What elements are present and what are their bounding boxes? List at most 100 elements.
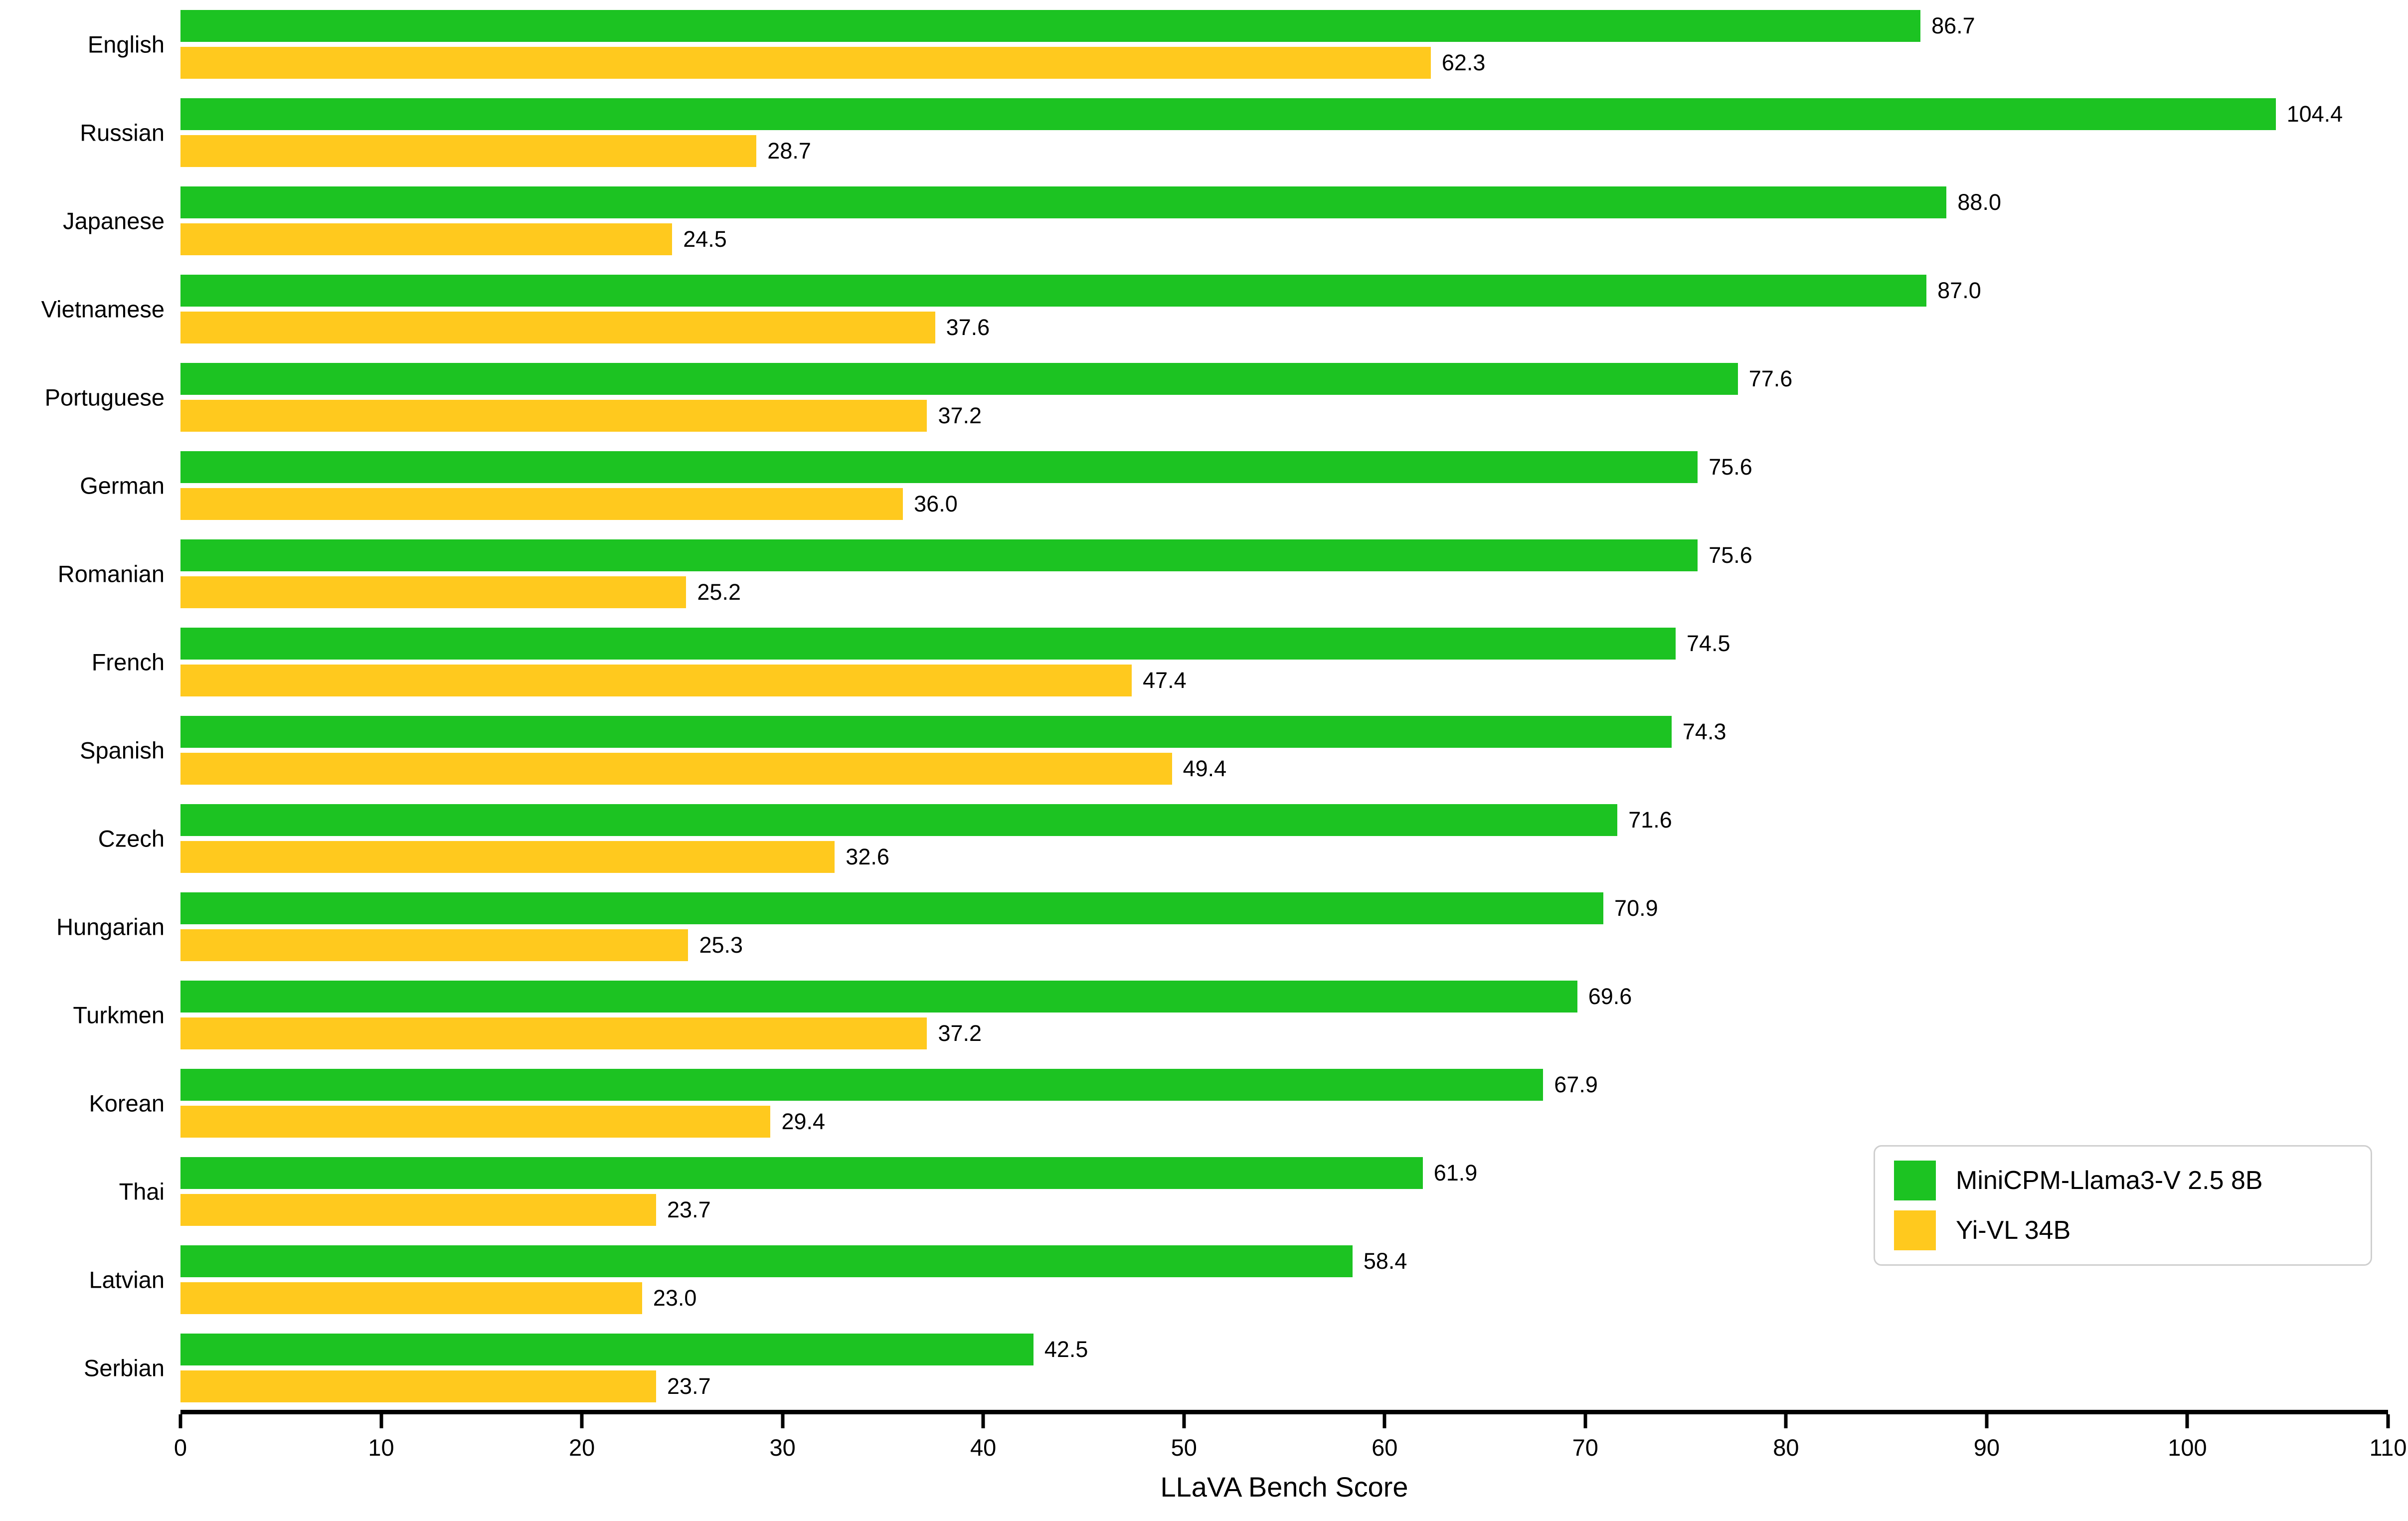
bar-value-label: 29.4 [781,1109,826,1134]
category-row: Hungarian 70.9 25.3 [56,882,2388,971]
bar [180,892,1604,924]
bar-value-label: 25.3 [699,932,743,958]
bar-value-label: 104.4 [2286,101,2343,127]
category-label: Portuguese [44,384,165,410]
bar-line: 37.6 [180,311,2388,343]
x-tick-label: 80 [1773,1434,1799,1461]
x-tick [2386,1414,2390,1428]
bar-value-label: 49.4 [1183,756,1227,781]
bar-line: 74.5 [180,627,2388,660]
bar-line: 71.6 [180,804,2388,836]
x-tick [379,1414,383,1428]
category-row: Russian 104.4 28.7 [80,88,2388,176]
category-row: Czech 71.6 32.6 [98,794,2388,882]
bar-line: 87.0 [180,274,2388,307]
bar-value-label: 37.2 [938,403,982,428]
x-tick-label: 30 [769,1434,796,1461]
category-row: Korean 67.9 29.4 [89,1059,2388,1147]
category-label: Turkmen [73,1002,165,1028]
bar [180,627,1676,660]
bar-value-label: 32.6 [846,844,889,869]
bar [180,664,1132,696]
bar-value-label: 75.6 [1709,454,1752,480]
bar-line: 69.6 [180,980,2388,1013]
x-tick-label: 110 [2369,1434,2407,1461]
x-tick [580,1414,584,1428]
bar-line: 86.7 [180,9,2388,42]
category-label: French [91,649,165,675]
bar-value-label: 71.6 [1628,807,1672,833]
bar-line: 25.3 [180,929,2388,961]
bar-value-label: 36.0 [914,491,958,516]
category-row: Romanian 75.6 25.2 [58,529,2388,618]
category-row: French 74.5 47.4 [92,618,2388,706]
category-row: Serbian 42.5 23.7 [84,1324,2388,1412]
bar-value-label: 74.3 [1682,719,1726,744]
bar-line: 74.3 [180,715,2388,748]
x-tick-label: 0 [173,1434,187,1461]
bar-value-label: 37.6 [946,315,990,340]
bar [180,1370,657,1402]
category-row: English 86.7 62.3 [88,0,2388,88]
legend-swatch-yellow [1894,1210,1936,1250]
bar [180,1282,642,1314]
x-axis-title: LLaVA Bench Score [1160,1471,1408,1503]
bar [180,186,1947,218]
bar-line: 37.2 [180,1017,2388,1049]
category-row: Japanese 88.0 24.5 [63,176,2388,265]
bar-line: 47.4 [180,664,2388,696]
category-label: German [80,472,165,499]
category-row: Latvian 58.4 23.0 [89,1235,2388,1324]
bar-value-label: 77.6 [1748,366,1793,391]
bar-line: 104.4 [180,98,2388,130]
bar-value-label: 28.7 [767,138,811,164]
category-label: Vietnamese [41,296,165,322]
bar [180,1068,1544,1101]
bar [180,1193,657,1226]
bar [180,1105,771,1138]
bar-line: 88.0 [180,186,2388,218]
bar-value-label: 24.5 [683,226,727,252]
x-tick-label: 50 [1171,1434,1197,1461]
category-label: Latvian [89,1266,165,1293]
bar-rows-container: English 86.7 62.3 Russian 104.4 28.7 Japanese 8… [41,0,2388,1412]
x-tick-label: 90 [1973,1434,2000,1461]
x-tick-label: 40 [970,1434,997,1461]
category-label: Korean [89,1090,165,1116]
bar-line: 23.0 [180,1282,2388,1314]
bar-value-label: 70.9 [1614,895,1658,921]
category-row: Vietnamese 87.0 37.6 [41,265,2388,353]
bar-line: 32.6 [180,841,2388,873]
bar-value-label: 42.5 [1044,1337,1088,1362]
category-row: Turkmen 69.6 37.2 [73,971,2388,1059]
x-tick-label: 20 [568,1434,595,1461]
bar-line: 23.7 [180,1193,2388,1226]
category-label: Czech [98,825,165,851]
bar-line: 61.9 [180,1157,2388,1189]
category-label: Hungarian [56,913,165,940]
bar-value-label: 47.4 [1143,668,1187,693]
x-tick [981,1414,985,1428]
bar [180,1157,1423,1189]
x-tick [781,1414,785,1428]
category-label: Spanish [80,737,165,763]
x-tick [1985,1414,1989,1428]
category-label: Thai [119,1178,165,1204]
category-label: English [87,31,165,57]
category-row: Thai 61.9 23.7 [119,1147,2388,1235]
bar-value-label: 67.9 [1554,1072,1598,1097]
bar-value-label: 23.0 [653,1285,697,1311]
bar-value-label: 88.0 [1957,189,2001,215]
x-tick-label: 10 [368,1434,394,1461]
bar-line: 77.6 [180,362,2388,395]
bar [180,576,687,608]
x-tick-label: 60 [1372,1434,1398,1461]
category-label: Russian [80,119,165,146]
x-tick [178,1414,182,1428]
bar [180,274,1927,307]
bar-value-label: 62.3 [1441,50,1486,75]
bar [180,715,1672,748]
legend-label: MiniCPM-Llama3-V 2.5 8B [1956,1166,2263,1195]
legend: MiniCPM-Llama3-V 2.5 8B Yi-VL 34B [1874,1145,2372,1266]
